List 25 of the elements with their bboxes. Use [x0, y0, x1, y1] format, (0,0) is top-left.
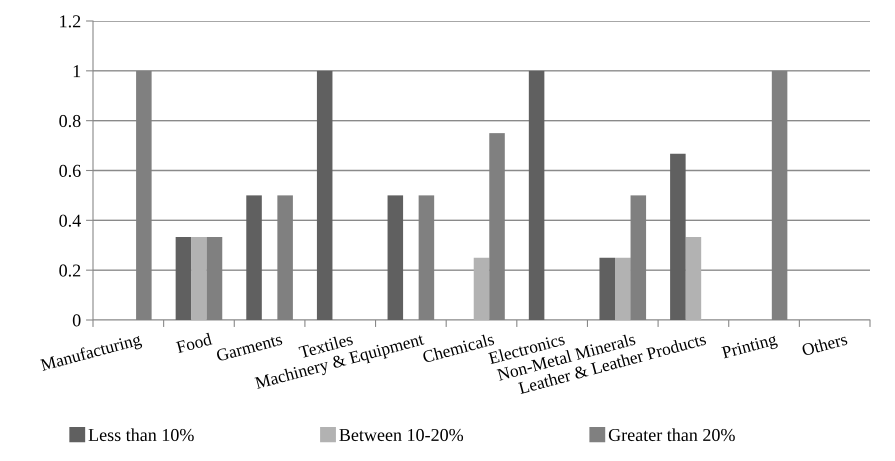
bar [474, 258, 490, 320]
legend-label: Greater than 20% [608, 428, 735, 442]
bar [246, 195, 262, 320]
bar [316, 70, 332, 320]
y-tick-label: 0.4 [59, 214, 81, 227]
x-tick-label: Others [801, 332, 848, 356]
bar [528, 70, 544, 320]
y-tick-label: 0.6 [59, 164, 81, 178]
legend-label: Less than 10% [88, 428, 194, 442]
legend-label: Between 10-20% [339, 428, 464, 442]
bar [670, 154, 686, 320]
x-tick-label: Food [176, 332, 213, 354]
y-tick-label: 1 [74, 65, 80, 78]
x-tick-label: Printing [721, 333, 778, 362]
bar [191, 237, 207, 320]
bar [686, 237, 702, 320]
bar [615, 258, 631, 320]
bar [599, 258, 616, 320]
x-tick-label: Garments [216, 333, 283, 362]
bar [176, 237, 192, 320]
bar [388, 195, 404, 320]
y-tick-label: 0.2 [59, 264, 80, 277]
y-tick-label: 0.8 [59, 114, 81, 128]
y-tick-label: 0 [72, 314, 81, 326]
y-tick-label: 1.2 [60, 15, 80, 28]
